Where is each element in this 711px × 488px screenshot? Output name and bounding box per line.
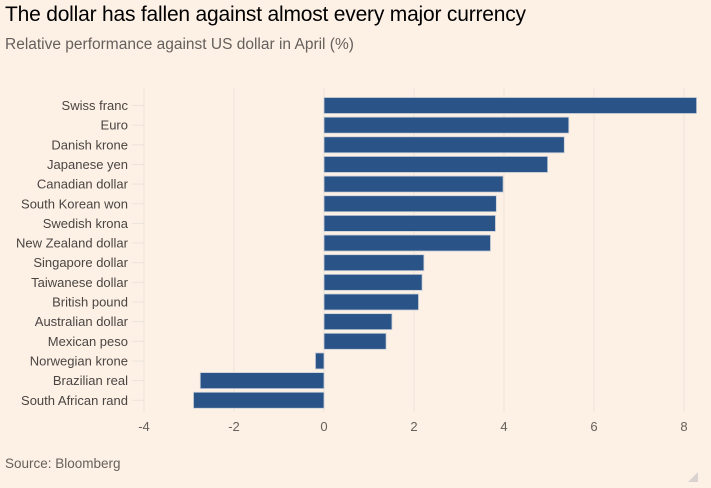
category-label: Swiss franc	[62, 98, 129, 113]
bar-norwegian-krone	[315, 352, 325, 370]
bar-swiss-franc	[323, 97, 698, 114]
x-tick-label: 2	[410, 419, 417, 434]
bar-singapore-dollar	[323, 254, 425, 272]
resize-grip-icon[interactable]	[688, 472, 698, 482]
bar-australian-dollar	[323, 313, 393, 331]
bar-japanese-yen	[323, 156, 549, 173]
chart-title: The dollar has fallen against almost eve…	[5, 3, 526, 26]
bar-euro	[323, 116, 570, 134]
category-label: Swedish krona	[43, 216, 129, 231]
category-label: Japanese yen	[47, 157, 128, 172]
chart-subtitle: Relative performance against US dollar i…	[5, 36, 354, 53]
category-labels: Swiss franc Euro Danish krone Japanese yen C…	[16, 98, 129, 408]
x-tick-label: 0	[320, 419, 327, 434]
category-label: Canadian dollar	[37, 177, 129, 192]
x-axis-ticks: -4 -2 0 2 4 6 8	[138, 419, 687, 434]
category-label: Brazilian real	[53, 373, 128, 388]
x-tick-label: 6	[590, 419, 597, 434]
bar-british-pound	[323, 293, 419, 311]
category-label: Australian dollar	[35, 314, 129, 329]
bar-new-zealand-dollar	[323, 234, 491, 252]
bar-brazilian-real	[199, 372, 325, 390]
category-label: Norwegian krone	[30, 353, 128, 368]
bar-danish-krone	[323, 136, 565, 154]
source-note: Source: Bloomberg	[5, 456, 121, 471]
bars	[193, 97, 698, 409]
category-label: British pound	[52, 295, 128, 310]
bar-mexican-peso	[323, 332, 387, 350]
bar-south-korean-won	[323, 195, 497, 213]
category-label: Taiwanese dollar	[31, 275, 129, 290]
category-label: Euro	[101, 118, 128, 133]
category-label: New Zealand dollar	[16, 236, 129, 251]
x-tick-label: -2	[228, 419, 240, 434]
bar-swedish-krona	[323, 214, 496, 232]
category-label: Singapore dollar	[33, 255, 128, 270]
category-label: Danish krone	[51, 137, 128, 152]
category-label: South African rand	[21, 393, 128, 408]
bar-south-african-rand	[193, 391, 325, 409]
x-tick-label: 4	[500, 419, 507, 434]
x-tick-label: -4	[138, 419, 150, 434]
x-tick-label: 8	[680, 419, 687, 434]
bar-canadian-dollar	[323, 175, 504, 193]
bar-taiwanese-dollar	[323, 273, 423, 291]
category-label: Mexican peso	[48, 334, 128, 349]
category-label: South Korean won	[21, 196, 128, 211]
